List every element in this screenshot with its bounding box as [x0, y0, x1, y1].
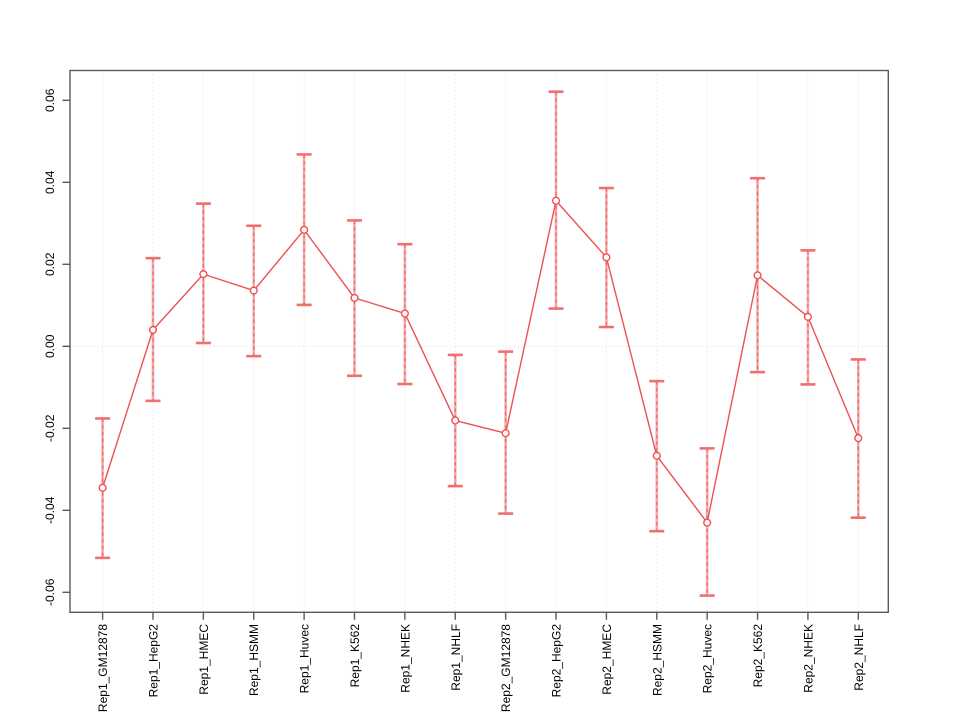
y-tick-label: 0.02	[43, 252, 57, 276]
data-point	[703, 518, 712, 527]
data-point	[451, 416, 460, 425]
x-tick-label: Rep2_HepG2	[550, 624, 564, 698]
data-point	[350, 293, 359, 303]
x-tick-label: Rep2_Huvec	[701, 624, 715, 693]
series-line	[101, 199, 859, 525]
y-tick-label: -0.04	[43, 496, 57, 524]
data-point	[602, 253, 611, 262]
y-tick-label: -0.06	[43, 578, 57, 606]
x-tick-label: Rep2_NHEK	[801, 624, 815, 693]
data-point	[551, 196, 561, 205]
data-point	[400, 309, 409, 318]
plot-border	[69, 69, 889, 613]
data-point	[300, 225, 309, 234]
data-point	[98, 483, 107, 492]
data-point	[854, 434, 863, 443]
x-tick-label: Rep2_HSMM	[650, 624, 664, 696]
y-tick-label: -0.02	[43, 414, 57, 442]
data-point	[652, 451, 661, 460]
x-tick-label: Rep1_NHLF	[449, 624, 463, 691]
data-point	[753, 271, 762, 280]
x-tick-label: Rep1_HMEC	[197, 624, 211, 695]
data-point	[501, 429, 510, 438]
y-tick-label: 0.00	[43, 334, 57, 358]
y-tick-label: 0.06	[43, 88, 57, 112]
x-tick-label: Rep1_HepG2	[146, 624, 160, 698]
x-tick-label: Rep1_Huvec	[298, 624, 312, 693]
x-tick-label: Rep1_HSMM	[247, 624, 261, 696]
x-tick-label: Rep1_NHEK	[398, 624, 412, 693]
data-point	[249, 286, 258, 295]
x-tick-label: Rep2_K562	[751, 624, 765, 688]
data-point	[148, 325, 158, 335]
x-tick-label: Rep1_GM12878	[96, 624, 110, 712]
x-tick-label: Rep1_K562	[348, 624, 362, 688]
data-point	[199, 270, 208, 279]
x-tick-label: Rep2_GM12878	[499, 624, 513, 712]
x-tick-label: Rep2_HMEC	[600, 624, 614, 695]
x-tick-label: Rep2_NHLF	[852, 624, 866, 691]
y-tick-label: 0.04	[43, 170, 57, 194]
data-point	[803, 312, 813, 321]
